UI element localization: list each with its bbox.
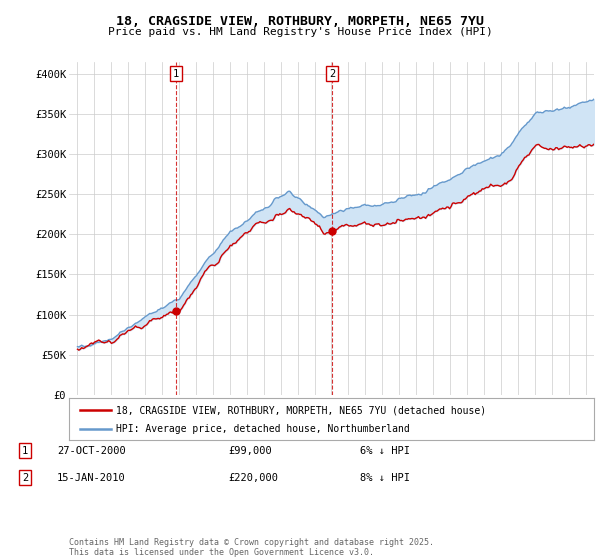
Text: Price paid vs. HM Land Registry's House Price Index (HPI): Price paid vs. HM Land Registry's House … (107, 27, 493, 37)
Text: 15-JAN-2010: 15-JAN-2010 (57, 473, 126, 483)
Text: Contains HM Land Registry data © Crown copyright and database right 2025.
This d: Contains HM Land Registry data © Crown c… (69, 538, 434, 557)
Text: HPI: Average price, detached house, Northumberland: HPI: Average price, detached house, Nort… (116, 424, 410, 434)
Text: 2: 2 (22, 473, 28, 483)
Text: 27-OCT-2000: 27-OCT-2000 (57, 446, 126, 456)
Text: 1: 1 (173, 69, 179, 78)
Text: 18, CRAGSIDE VIEW, ROTHBURY, MORPETH, NE65 7YU: 18, CRAGSIDE VIEW, ROTHBURY, MORPETH, NE… (116, 15, 484, 28)
Text: 8% ↓ HPI: 8% ↓ HPI (360, 473, 410, 483)
Text: £220,000: £220,000 (228, 473, 278, 483)
Text: 2: 2 (329, 69, 335, 78)
Text: 6% ↓ HPI: 6% ↓ HPI (360, 446, 410, 456)
Text: £99,000: £99,000 (228, 446, 272, 456)
Text: 1: 1 (22, 446, 28, 456)
Text: 18, CRAGSIDE VIEW, ROTHBURY, MORPETH, NE65 7YU (detached house): 18, CRAGSIDE VIEW, ROTHBURY, MORPETH, NE… (116, 405, 487, 415)
